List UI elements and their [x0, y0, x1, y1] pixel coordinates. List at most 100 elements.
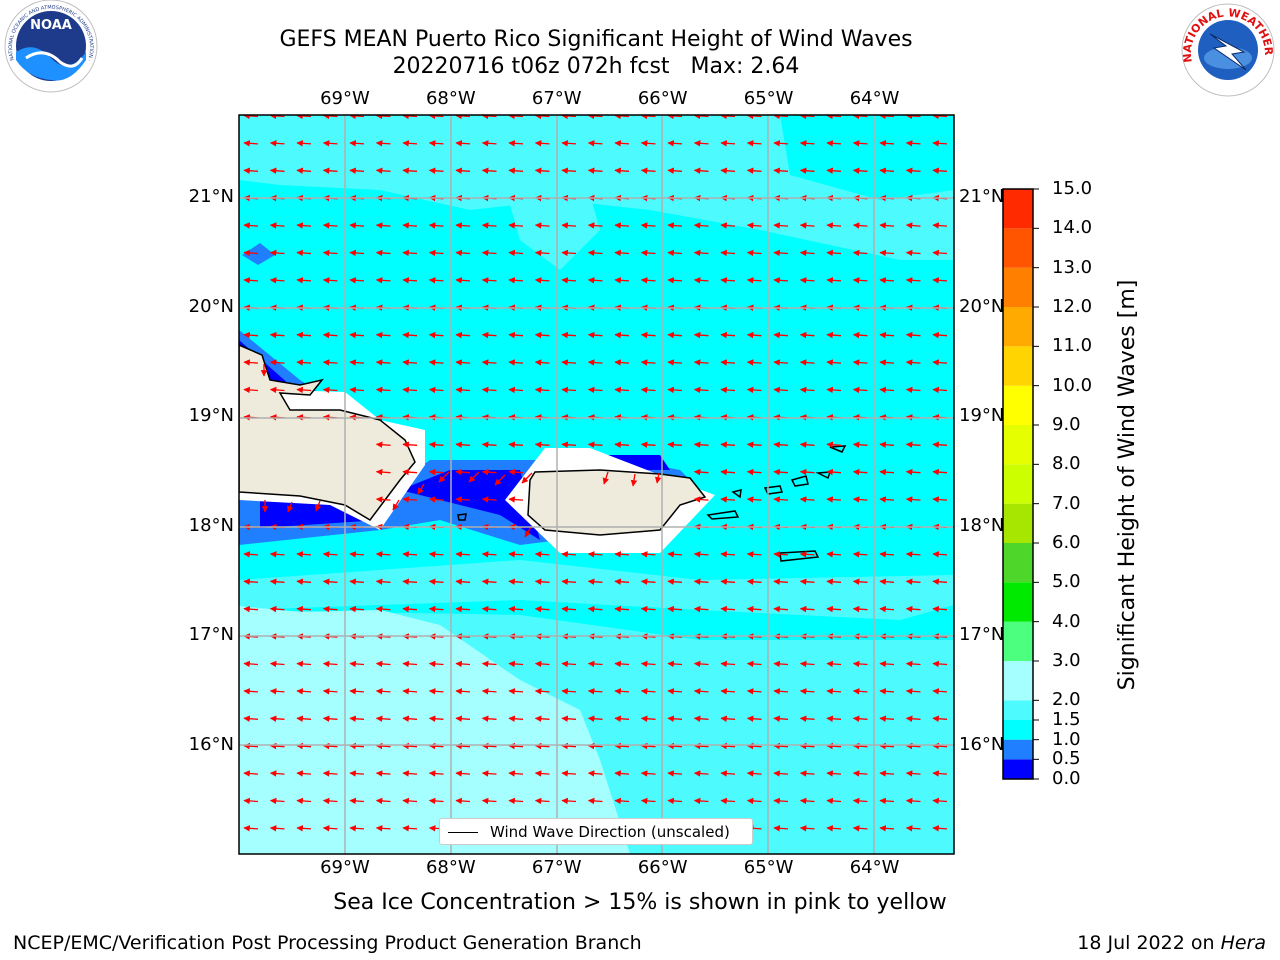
colorbar-segment-0 [1003, 759, 1033, 779]
wave-direction-arrow [932, 551, 948, 558]
wave-direction-arrow [720, 742, 736, 750]
wave-direction-arrow [561, 140, 577, 147]
wave-direction-arrow [561, 797, 577, 805]
wave-direction-arrow [534, 331, 550, 339]
wave-direction-arrow [402, 770, 418, 777]
wave-direction-arrow [508, 277, 524, 284]
wave-direction-arrow [455, 249, 471, 257]
colorbar-segment-7 [1003, 543, 1033, 583]
wave-direction-arrow [534, 277, 550, 284]
wave-direction-arrow [640, 167, 656, 174]
wave-direction-arrow [667, 715, 683, 722]
wave-direction-arrow [402, 277, 418, 284]
wave-direction-arrow [322, 770, 338, 777]
colorbar-segment-15 [1003, 228, 1033, 268]
lat-label-left-2: 19°N [188, 405, 234, 427]
wave-direction-arrow [667, 660, 683, 668]
wave-direction-arrow [693, 277, 709, 284]
wave-direction-arrow [561, 386, 577, 394]
wave-direction-arrow [375, 660, 391, 668]
wave-direction-arrow [879, 770, 895, 777]
wave-direction-arrow [322, 359, 338, 366]
wave-direction-arrow [693, 441, 709, 448]
wave-direction-arrow [481, 140, 497, 147]
wave-direction-arrow [773, 660, 789, 668]
wave-direction-arrow [746, 249, 762, 257]
wave-direction-arrow [561, 551, 577, 558]
wave-direction-arrow [455, 331, 471, 339]
wave-direction-arrow [932, 167, 948, 174]
wave-direction-arrow [243, 167, 259, 174]
wave-direction-arrow [879, 797, 895, 805]
wave-direction-arrow [349, 770, 365, 777]
wave-direction-arrow [879, 277, 895, 284]
wave-direction-arrow [322, 715, 338, 722]
wave-direction-arrow [322, 742, 338, 750]
colorbar-tick-label-11: 9.0 [1052, 414, 1081, 435]
wave-direction-arrow [587, 797, 603, 805]
wave-direction-arrow [905, 359, 921, 366]
colorbar-segment-5 [1003, 621, 1033, 661]
wave-direction-arrow [322, 277, 338, 284]
wave-direction-arrow [852, 715, 868, 722]
wave-direction-arrow [587, 249, 603, 257]
wave-direction-arrow [243, 222, 259, 229]
wave-direction-arrow [693, 222, 709, 229]
wave-direction-arrow [746, 688, 762, 695]
wave-direction-arrow [269, 715, 285, 722]
wave-direction-arrow [534, 551, 550, 558]
wave-direction-arrow [640, 441, 656, 448]
wave-direction-arrow [640, 742, 656, 750]
wave-direction-arrow [852, 605, 868, 613]
wave-direction-arrow [932, 688, 948, 695]
wave-direction-arrow [614, 277, 630, 284]
wave-zone-north-patch [500, 160, 600, 270]
wave-direction-arrow [773, 742, 789, 750]
wave-direction-arrow [587, 386, 603, 394]
colorbar [1003, 188, 1039, 780]
wave-direction-arrow [561, 742, 577, 750]
map-legend: Wind Wave Direction (unscaled) [439, 818, 753, 845]
colorbar-segment-8 [1003, 503, 1033, 543]
wave-direction-arrow [879, 578, 895, 585]
wave-direction-arrow [269, 359, 285, 366]
wave-direction-arrow [879, 825, 895, 832]
footer-branch: NCEP/EMC/Verification Post Processing Pr… [13, 932, 642, 954]
wave-direction-arrow [349, 249, 365, 257]
wave-direction-arrow [799, 551, 815, 558]
wave-direction-arrow [243, 578, 259, 585]
wave-direction-arrow [905, 660, 921, 668]
wave-direction-arrow [826, 441, 842, 448]
wave-direction-arrow [349, 688, 365, 695]
wave-direction-arrow [746, 222, 762, 229]
wave-direction-arrow [322, 688, 338, 695]
wave-direction-arrow [905, 277, 921, 284]
wave-direction-arrow [720, 167, 736, 174]
wave-direction-arrow [852, 359, 868, 366]
wave-direction-arrow [322, 825, 338, 832]
wave-direction-arrow [773, 249, 789, 257]
lon-label-bottom-1: 68°W [425, 857, 476, 878]
wave-direction-arrow [667, 277, 683, 284]
wave-direction-arrow [402, 551, 418, 558]
wave-direction-arrow [296, 578, 312, 585]
colorbar-segment-9 [1003, 464, 1033, 504]
wave-direction-arrow [640, 249, 656, 257]
wave-direction-arrow [455, 605, 471, 613]
colorbar-tick-label-12: 10.0 [1052, 374, 1093, 396]
wave-direction-arrow [455, 222, 471, 229]
wave-direction-arrow [640, 605, 656, 613]
wave-direction-arrow [614, 605, 630, 613]
wave-direction-arrow [693, 331, 709, 339]
wave-direction-arrow [243, 742, 259, 750]
wave-direction-arrow [375, 386, 391, 394]
colorbar-segment-4 [1003, 661, 1033, 701]
wave-direction-arrow [481, 578, 497, 585]
wave-direction-arrow [375, 688, 391, 695]
wave-direction-arrow [667, 167, 683, 174]
wave-direction-arrow [773, 578, 789, 585]
wave-direction-arrow [375, 551, 391, 558]
wave-direction-arrow [296, 797, 312, 805]
wave-direction-arrow [375, 249, 391, 257]
